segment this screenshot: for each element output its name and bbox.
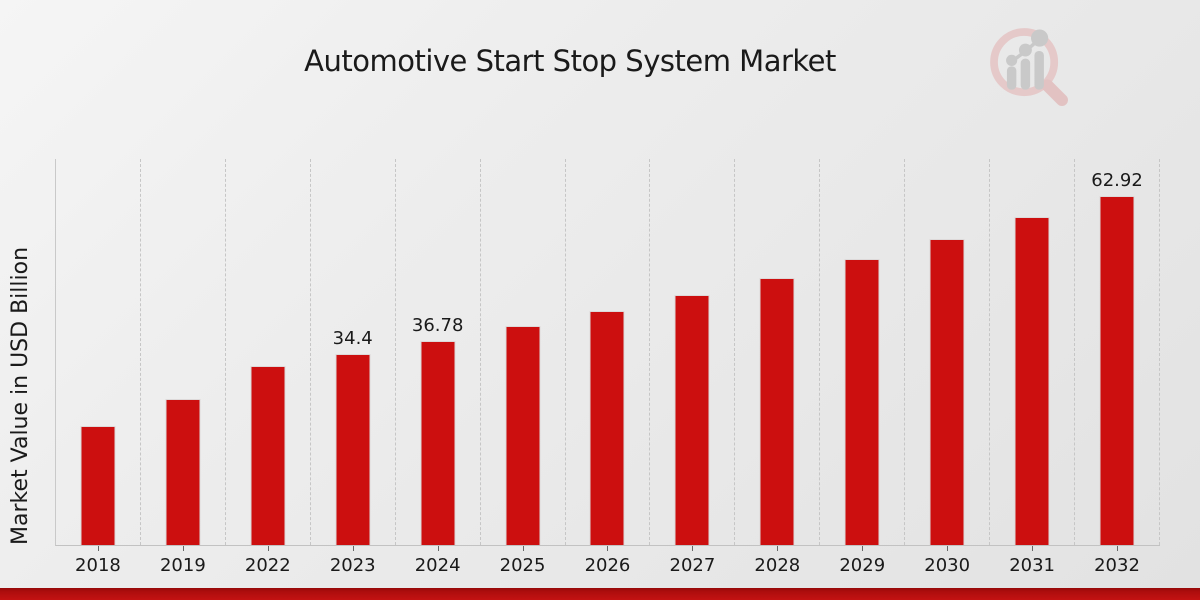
bar-value-label-2023: 34.4 (332, 328, 373, 349)
x-axis-tick-label-2025: 2025 (499, 555, 546, 576)
bar-2031 (1014, 217, 1050, 545)
x-axis-tick (1032, 546, 1034, 551)
bar-value-label-2024: 36.78 (411, 315, 464, 336)
category-column-2022: 2022 (226, 159, 311, 576)
category-column-2025: 2025 (481, 159, 566, 576)
category-column-2030: 2030 (905, 159, 991, 576)
x-axis-tick-label-2027: 2027 (669, 555, 716, 576)
bar-value-label-2032: 62.92 (1091, 170, 1143, 191)
x-axis-tick (947, 546, 949, 551)
bar-2029 (844, 259, 880, 545)
bar-2032 (1099, 196, 1135, 545)
bar-2030 (929, 239, 965, 545)
x-axis-tick-label-2029: 2029 (839, 555, 886, 576)
magnifier-icon (990, 28, 1068, 106)
category-column-2026: 2026 (566, 159, 651, 576)
chart-title: Automotive Start Stop System Market (304, 44, 836, 78)
x-axis-tick-label-2028: 2028 (754, 555, 801, 576)
bar-2018 (80, 426, 116, 545)
bar-2019 (165, 399, 201, 545)
bar-2026 (589, 311, 625, 545)
category-column-2023: 34.4 2023 (311, 159, 396, 576)
category-column-2018: 2018 (56, 159, 141, 576)
bar-2028 (759, 278, 795, 545)
x-axis-tick-label-2031: 2031 (1009, 555, 1055, 576)
x-axis-tick-label-2018: 2018 (75, 555, 121, 576)
bar-2023 (335, 354, 371, 545)
x-axis-tick-label-2024: 2024 (414, 555, 461, 576)
y-axis-label: Market Value in USD Billion (8, 246, 33, 545)
x-axis-tick (352, 546, 354, 551)
x-axis-tick (607, 546, 609, 551)
bar-2027 (674, 295, 710, 545)
category-column-2024: 36.78 2024 (396, 159, 481, 576)
plot-area: 2018 2019 2022 34.4 2023 36.78 2024 2025 2026 202… (55, 159, 1160, 576)
x-axis-tick-label-2022: 2022 (244, 555, 291, 576)
x-axis-tick (692, 546, 694, 551)
x-axis-tick-label-2023: 2023 (329, 555, 376, 576)
x-axis-tick-label-2019: 2019 (159, 555, 206, 576)
market-research-watermark-logo (990, 28, 1068, 106)
x-axis-tick (862, 546, 864, 551)
category-column-2029: 2029 (820, 159, 906, 576)
x-axis-tick-label-2032: 2032 (1094, 555, 1140, 576)
x-axis-tick (1117, 546, 1119, 551)
category-column-2032: 62.92 2032 (1075, 159, 1160, 576)
x-axis-tick-label-2030: 2030 (924, 555, 971, 576)
x-axis-tick (777, 546, 779, 551)
bar-2022 (250, 366, 286, 545)
x-axis-tick-label-2026: 2026 (584, 555, 631, 576)
x-axis-tick (97, 546, 99, 551)
bar-trend-icon (1006, 29, 1049, 90)
x-axis-tick (522, 546, 524, 551)
x-axis-tick (437, 546, 439, 551)
bar-2025 (505, 326, 541, 545)
category-column-2019: 2019 (141, 159, 226, 576)
x-axis-tick (182, 546, 184, 551)
bottom-accent-bar (0, 588, 1200, 600)
bar-2024 (420, 341, 456, 545)
category-column-2028: 2028 (735, 159, 821, 576)
x-axis-tick (267, 546, 269, 551)
category-column-2031: 2031 (990, 159, 1076, 576)
category-column-2027: 2027 (650, 159, 736, 576)
